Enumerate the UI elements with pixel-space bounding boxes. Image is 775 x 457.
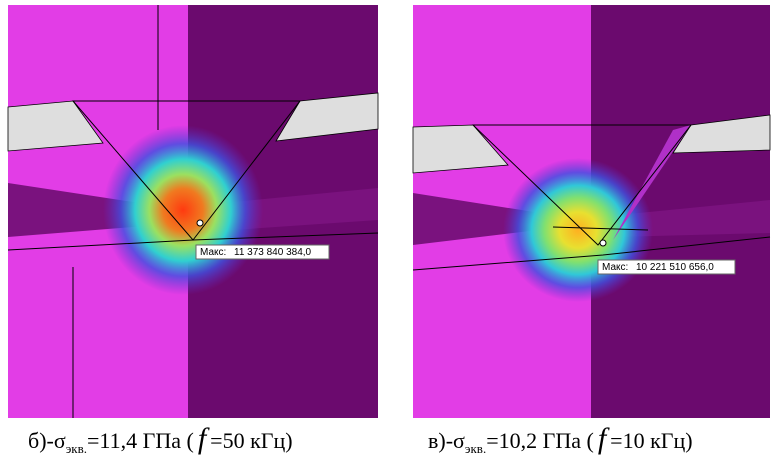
max-label: Макс: bbox=[602, 262, 628, 273]
caption-symbol: f bbox=[598, 422, 610, 455]
caption-prefix: в)-σ bbox=[428, 428, 465, 453]
caption-prefix: б)-σ bbox=[28, 428, 66, 453]
figure: Макс: 11 373 840 384,0 Макс: 10 221 510 … bbox=[0, 0, 775, 457]
caption: б)-σэкв.=11,4 ГПа (f=50 кГц) bbox=[28, 422, 293, 456]
caption-subscript: экв. bbox=[66, 441, 87, 456]
caption-suffix: =10 кГц) bbox=[610, 428, 692, 453]
caption-value: =11,4 ГПа ( bbox=[87, 428, 194, 453]
caption-symbol: f bbox=[198, 422, 210, 455]
max-value: 11 373 840 384,0 bbox=[234, 247, 312, 258]
caption-value: =10,2 ГПа ( bbox=[486, 428, 594, 453]
caption-suffix: =50 кГц) bbox=[210, 428, 292, 453]
panel-right: Макс: 10 221 510 656,0 bbox=[413, 5, 770, 418]
max-label: Макс: bbox=[200, 247, 226, 258]
max-value: 10 221 510 656,0 bbox=[636, 262, 714, 273]
panel-left: Макс: 11 373 840 384,0 bbox=[8, 5, 378, 418]
caption-subscript: экв. bbox=[465, 441, 486, 456]
caption: в)-σэкв.=10,2 ГПа (f=10 кГц) bbox=[428, 422, 693, 456]
